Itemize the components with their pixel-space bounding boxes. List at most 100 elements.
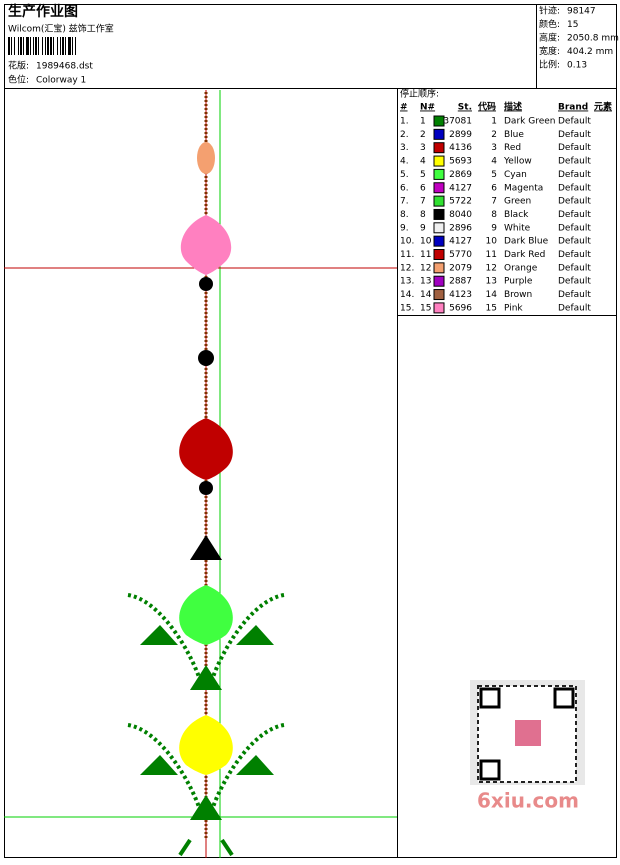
code: 6 [491,183,497,193]
column-header: 元素 [594,101,612,113]
bar [45,37,46,55]
stitches: 4123 [449,290,472,300]
bar [30,37,31,55]
stop-table: # N# St. 代码 描述 Brand 元素1. 1 37081 1 Dark Green Defa… [400,101,612,314]
motif [179,715,233,775]
color-swatch [433,208,445,220]
company: Wilcom(汇宝) 兹饰工作室 [8,23,114,35]
needle: 12 [420,263,431,273]
brand: Default [558,237,591,247]
stop-number: 14. [400,290,414,300]
column-header: # [400,103,408,113]
bar [23,37,24,55]
stitches: 2899 [449,130,472,140]
barcode [8,37,76,55]
description: Black [504,210,529,220]
color-swatch [433,235,445,247]
motif [190,535,222,560]
needle: 7 [420,197,426,207]
code: 2 [491,130,497,140]
needle: 3 [420,143,426,153]
color-swatch [433,302,445,314]
stop-number: 1. [400,117,409,127]
stitches: 4127 [449,237,472,247]
color-swatch [433,249,445,260]
description: Blue [504,130,524,140]
bar [8,37,10,55]
qr-finder [553,687,575,709]
qr-logo [515,720,541,746]
brand: Default [558,250,591,260]
bar [38,37,39,55]
colorway-label: 色位: [8,74,29,86]
stitches: 5696 [449,303,472,313]
brand: Default [558,210,591,220]
bar [18,37,19,55]
needle: 11 [420,250,431,260]
description: Red [504,143,521,153]
motif [180,215,232,275]
brand: Default [558,263,591,273]
stitches: 2896 [449,223,472,233]
bar [33,37,34,55]
stop-number: 5. [400,170,409,180]
code: 13 [486,277,497,287]
colorway: Colorway 1 [36,76,86,86]
bar [60,37,61,55]
color-swatch [433,195,445,207]
code: 1 [491,117,497,127]
knot [199,277,213,291]
title: 生产作业图 [8,3,78,20]
needle: 10 [420,237,432,247]
stitches: 4136 [449,143,472,153]
stop-number: 6. [400,183,409,193]
brand: Default [558,223,591,233]
description: Green [504,197,531,207]
stitches: 8040 [449,210,472,220]
description: Orange [504,263,538,273]
stop-number: 10. [400,237,414,247]
stop-number: 11. [400,250,414,260]
brand: Default [558,117,591,127]
design-preview [4,90,397,858]
code: 14 [486,290,498,300]
brand: Default [558,290,591,300]
stop-number: 8. [400,210,409,220]
needle: 1 [420,117,426,127]
stop-number: 12. [400,263,414,273]
code: 8 [491,210,497,220]
code: 10 [486,237,498,247]
stats: 针迹: 98147 颜色: 15 高度: 2050.8 mm 宽度: 404.2 mm 比例: 0… [539,5,619,71]
bar [11,37,12,55]
stitches: 5770 [449,250,472,260]
code: 3 [491,143,497,153]
bar [20,37,22,55]
needle: 15 [420,303,431,313]
code: 12 [486,263,497,273]
code: 5 [491,170,497,180]
bar [26,37,29,55]
needle: 2 [420,130,426,140]
brand: Default [558,183,591,193]
needle: 6 [420,183,426,193]
leaves [127,593,285,857]
needle: 5 [420,170,426,180]
motif [179,418,233,480]
design: 1989468.dst [36,62,93,72]
brand: Default [558,197,591,207]
bar [75,37,76,55]
bar [68,37,71,55]
description: Pink [504,303,523,313]
code: 7 [491,197,497,207]
description: Cyan [504,170,527,180]
stat-label: 宽度: [539,45,560,57]
stitches: 5693 [449,157,472,167]
stat-value: 2050.8 mm [567,34,619,44]
description: Dark Blue [504,237,549,247]
brand: Default [558,157,591,167]
motif [179,585,233,645]
bar [72,37,73,55]
qr-finder [479,759,501,781]
description: Dark Green [504,117,555,127]
